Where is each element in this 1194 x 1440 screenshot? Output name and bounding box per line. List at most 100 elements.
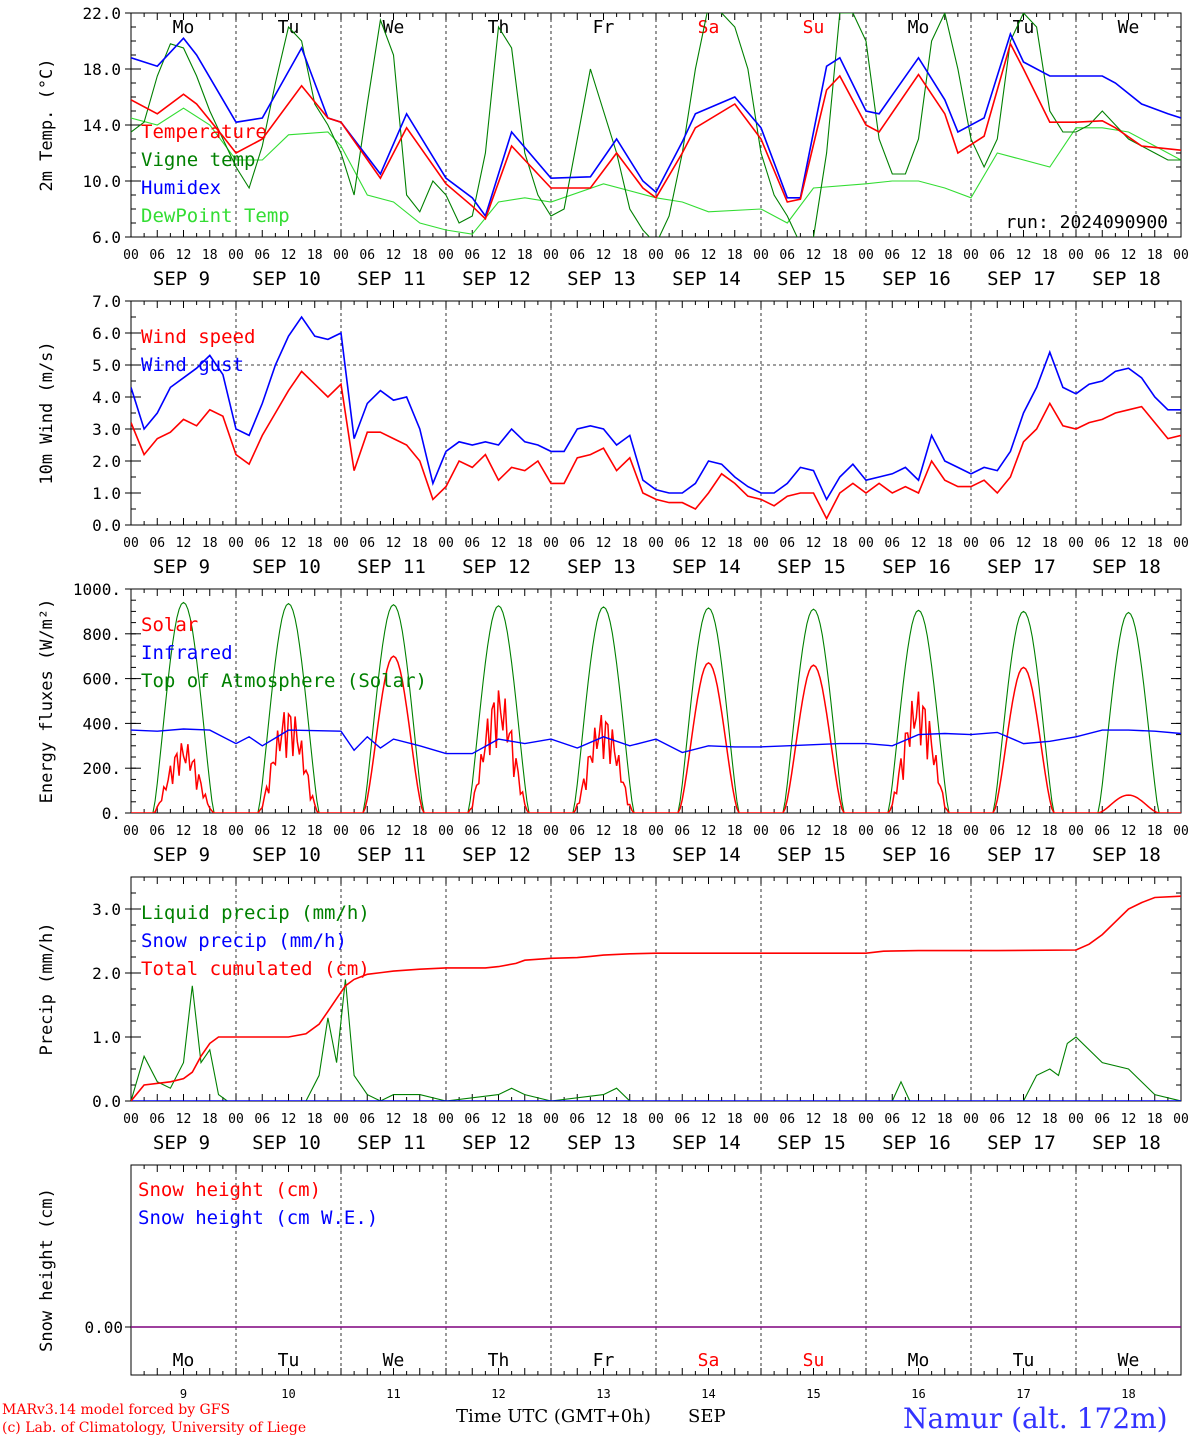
day-number-label: 9 bbox=[180, 1387, 187, 1401]
hour-tick-label: 18 bbox=[202, 824, 218, 839]
hour-tick-label: 00 bbox=[123, 824, 139, 839]
hour-tick-label: 06 bbox=[569, 248, 585, 263]
legend-entry: Solar bbox=[141, 614, 198, 636]
hour-tick-label: 06 bbox=[779, 248, 795, 263]
hour-tick-label: 06 bbox=[254, 536, 270, 551]
hour-tick-label: 18 bbox=[1147, 824, 1163, 839]
hour-tick-label: 12 bbox=[281, 1112, 297, 1127]
hour-tick-label: 18 bbox=[1042, 536, 1058, 551]
hour-tick-label: 00 bbox=[1173, 536, 1189, 551]
day-name-label: Sa bbox=[698, 1350, 720, 1371]
day-name-label: We bbox=[383, 17, 405, 38]
hour-tick-label: 18 bbox=[832, 248, 848, 263]
y-tick-label: 0.0 bbox=[92, 516, 121, 535]
plot-area bbox=[131, 895, 1181, 1101]
hour-tick-label: 12 bbox=[911, 1112, 927, 1127]
panel-5: 0.00 Snow height (cm) Mo Tu We Th Fr Sa Su Mo Tu We… bbox=[37, 1164, 1182, 1401]
hour-tick-label: 06 bbox=[884, 1112, 900, 1127]
date-label: SEP 14 bbox=[672, 556, 741, 578]
hour-tick-label: 06 bbox=[674, 536, 690, 551]
time-axis-label: Time UTC (GMT+0h) bbox=[456, 1406, 651, 1427]
legend-entry: Humidex bbox=[141, 177, 221, 199]
date-label: SEP 14 bbox=[672, 268, 741, 290]
y-tick-label: 1000. bbox=[73, 580, 121, 599]
hour-tick-label: 00 bbox=[858, 1112, 874, 1127]
legend-entry: Snow height (cm) bbox=[138, 1179, 321, 1201]
date-label: SEP 17 bbox=[987, 556, 1056, 578]
hour-tick-label: 12 bbox=[596, 824, 612, 839]
date-label: SEP 11 bbox=[357, 556, 426, 578]
series-line bbox=[131, 979, 1181, 1101]
hour-tick-label: 18 bbox=[517, 824, 533, 839]
hour-tick-label: 06 bbox=[779, 1112, 795, 1127]
hour-tick-label: 06 bbox=[254, 1112, 270, 1127]
date-label: SEP 10 bbox=[252, 1132, 321, 1154]
legend-entry: Infrared bbox=[141, 642, 233, 664]
date-label: SEP 14 bbox=[672, 844, 741, 866]
y-tick-label: 18.0 bbox=[82, 60, 121, 79]
hour-tick-label: 06 bbox=[359, 824, 375, 839]
hour-tick-label: 06 bbox=[779, 824, 795, 839]
hour-tick-label: 12 bbox=[491, 248, 507, 263]
y-tick-label: 0. bbox=[102, 804, 121, 823]
date-label: SEP 11 bbox=[357, 1132, 426, 1154]
panel-1: 6.0 10.0 14.0 18.0 22.0 2m Temp. (°C) 00 06 12 18… bbox=[37, 4, 1189, 290]
hour-tick-label: 12 bbox=[1121, 1112, 1137, 1127]
hour-tick-label: 06 bbox=[464, 248, 480, 263]
day-number-label: 17 bbox=[1016, 1387, 1030, 1401]
hour-tick-label: 12 bbox=[281, 536, 297, 551]
hour-tick-label: 18 bbox=[937, 536, 953, 551]
y-axis-title: Energy fluxes (W/m²) bbox=[37, 599, 57, 804]
hour-tick-label: 12 bbox=[596, 1112, 612, 1127]
hour-tick-label: 00 bbox=[753, 248, 769, 263]
date-label: SEP 13 bbox=[567, 844, 636, 866]
hour-tick-label: 06 bbox=[149, 1112, 165, 1127]
plot-area bbox=[131, 601, 1181, 813]
hour-tick-label: 00 bbox=[123, 536, 139, 551]
hour-tick-label: 12 bbox=[1121, 248, 1137, 263]
hour-tick-label: 00 bbox=[543, 824, 559, 839]
hour-tick-label: 12 bbox=[1121, 536, 1137, 551]
hour-tick-label: 06 bbox=[569, 824, 585, 839]
legend-entry: Wind gust bbox=[141, 354, 244, 376]
day-name-label: Mo bbox=[173, 1350, 195, 1371]
y-tick-label: 6.0 bbox=[92, 228, 121, 247]
hour-tick-label: 06 bbox=[359, 536, 375, 551]
date-label: SEP 10 bbox=[252, 268, 321, 290]
date-label: SEP 17 bbox=[987, 268, 1056, 290]
hour-tick-label: 12 bbox=[386, 1112, 402, 1127]
y-axis-title: 10m Wind (m/s) bbox=[37, 341, 57, 484]
date-label: SEP 11 bbox=[357, 844, 426, 866]
infrared-line bbox=[131, 728, 1181, 755]
hour-tick-label: 00 bbox=[648, 536, 664, 551]
hour-tick-label: 00 bbox=[858, 824, 874, 839]
hour-tick-label: 06 bbox=[254, 248, 270, 263]
day-name-label: Su bbox=[803, 17, 825, 38]
hour-tick-label: 00 bbox=[1068, 824, 1084, 839]
panel-4: 0.0 1.0 2.0 3.0 Precip (mm/h) 00 06 12 18 00 06 12 1… bbox=[37, 876, 1189, 1154]
panel-2: 0.0 1.0 2.0 3.0 4.0 5.0 6.0 7.0 10m Wind (m/s) 00… bbox=[37, 292, 1189, 578]
day-name-label: Tu bbox=[1013, 17, 1035, 38]
hour-tick-label: 00 bbox=[1173, 248, 1189, 263]
y-tick-label: 6.0 bbox=[92, 324, 121, 343]
hour-tick-label: 12 bbox=[1016, 536, 1032, 551]
hour-tick-label: 06 bbox=[464, 536, 480, 551]
day-number-label: 16 bbox=[911, 1387, 925, 1401]
day-name-label: Mo bbox=[173, 17, 195, 38]
date-label: SEP 10 bbox=[252, 556, 321, 578]
hour-tick-label: 06 bbox=[674, 824, 690, 839]
y-tick-label: 2.0 bbox=[92, 964, 121, 983]
hour-tick-label: 12 bbox=[281, 824, 297, 839]
hour-tick-label: 06 bbox=[359, 1112, 375, 1127]
hour-tick-label: 00 bbox=[438, 536, 454, 551]
hour-tick-label: 18 bbox=[202, 1112, 218, 1127]
hour-tick-label: 18 bbox=[307, 1112, 323, 1127]
hour-tick-label: 12 bbox=[386, 248, 402, 263]
hour-tick-label: 12 bbox=[806, 248, 822, 263]
hour-tick-label: 18 bbox=[622, 1112, 638, 1127]
date-label: SEP 12 bbox=[462, 268, 531, 290]
day-name-label: Mo bbox=[908, 17, 930, 38]
date-label: SEP 18 bbox=[1092, 844, 1161, 866]
legend-entry: Wind speed bbox=[141, 326, 255, 348]
